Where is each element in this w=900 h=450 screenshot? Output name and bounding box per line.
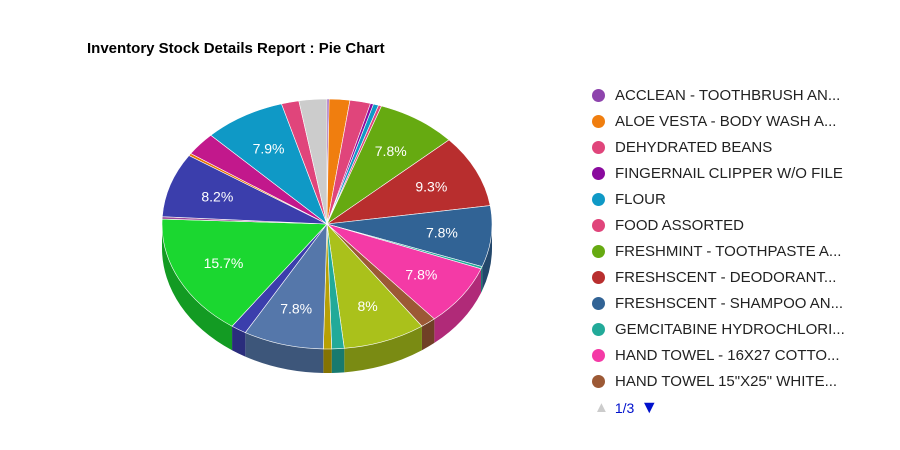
legend-item[interactable]: DEHYDRATED BEANS: [592, 134, 882, 160]
slice-label-6: 7.8%: [375, 143, 407, 159]
legend-swatch-icon: [592, 374, 605, 388]
pie-slice-24[interactable]: [298, 98, 328, 225]
slice-label-17: 15.7%: [204, 255, 244, 271]
legend-label: HAND TOWEL - 16X27 COTTO...: [615, 346, 840, 364]
pie-labels: 7.8% 9.3% 7.8% 7.8% 8% 7.8% 15.7% 8.2% 7.9%: [201, 141, 458, 317]
pie-slice-side-15: [245, 332, 324, 373]
legend-label: ACCLEAN - TOOTHBRUSH AN...: [615, 86, 841, 104]
pager-text: 1/3: [614, 399, 635, 416]
legend-swatch-icon: [592, 114, 605, 128]
pie-slice-19[interactable]: [161, 155, 328, 225]
legend-label: GEMCITABINE HYDROCHLORI...: [615, 320, 845, 338]
legend-label: FOOD ASSORTED: [615, 216, 744, 234]
legend-swatch-icon: [592, 244, 605, 258]
legend: ACCLEAN - TOOTHBRUSH AN... ALOE VESTA - B…: [592, 82, 882, 394]
legend-label: FRESHSCENT - DEODORANT...: [615, 268, 837, 286]
slice-label-15: 7.8%: [280, 300, 312, 316]
legend-item[interactable]: FOOD ASSORTED: [592, 212, 882, 238]
slice-label-19: 8.2%: [201, 189, 233, 205]
slice-label-8: 7.8%: [426, 225, 458, 241]
legend-swatch-icon: [592, 88, 605, 102]
slice-label-12: 8%: [357, 298, 377, 314]
pie-tops: [161, 98, 493, 350]
legend-item[interactable]: FRESHSCENT - DEODORANT...: [592, 264, 882, 290]
pager-next-icon[interactable]: ▼: [640, 397, 659, 417]
legend-swatch-icon: [592, 296, 605, 310]
pie-slice-side-12: [344, 326, 422, 373]
pie-slice-side-11: [421, 318, 435, 351]
legend-item[interactable]: ACCLEAN - TOOTHBRUSH AN...: [592, 82, 882, 108]
pie-slice-side-8: [482, 224, 492, 291]
legend-swatch-icon: [592, 166, 605, 180]
legend-label: ALOE VESTA - BODY WASH A...: [615, 112, 837, 130]
pie-slice-side-17: [162, 224, 233, 351]
legend-swatch-icon: [592, 218, 605, 232]
chart-title: Inventory Stock Details Report : Pie Cha…: [87, 40, 385, 57]
slice-label-22: 7.9%: [253, 141, 285, 157]
pie-slice-17[interactable]: [161, 218, 328, 327]
legend-item[interactable]: FRESHSCENT - SHAMPOO AN...: [592, 290, 882, 316]
legend-swatch-icon: [592, 270, 605, 284]
legend-item[interactable]: FRESHMINT - TOOTHPASTE A...: [592, 238, 882, 264]
legend-swatch-icon: [592, 348, 605, 362]
legend-item[interactable]: FLOUR: [592, 186, 882, 212]
legend-pager: ▲ 1/3 ▼: [594, 397, 658, 418]
legend-label: DEHYDRATED BEANS: [615, 138, 773, 156]
pie-slice-side-14: [323, 348, 332, 373]
legend-item[interactable]: ALOE VESTA - BODY WASH A...: [592, 108, 882, 134]
legend-label: HAND TOWEL 15"X25" WHITE...: [615, 372, 838, 390]
legend-label: FRESHMINT - TOOTHPASTE A...: [615, 242, 842, 260]
legend-item[interactable]: FINGERNAIL CLIPPER W/O FILE: [592, 160, 882, 186]
pie-slice-7[interactable]: [326, 139, 491, 225]
legend-item[interactable]: HAND TOWEL - 16X27 COTTO...: [592, 342, 882, 368]
pager-prev-icon[interactable]: ▲: [594, 399, 609, 416]
legend-label: FRESHSCENT - SHAMPOO AN...: [615, 294, 844, 312]
legend-swatch-icon: [592, 140, 605, 154]
legend-swatch-icon: [592, 192, 605, 206]
slice-label-10: 7.8%: [405, 266, 437, 282]
legend-label: FINGERNAIL CLIPPER W/O FILE: [615, 164, 843, 182]
legend-item[interactable]: GEMCITABINE HYDROCHLORI...: [592, 316, 882, 342]
legend-swatch-icon: [592, 322, 605, 336]
legend-item[interactable]: HAND TOWEL 15"X25" WHITE...: [592, 368, 882, 394]
pie-slice-side-9: [481, 266, 483, 293]
slice-label-7: 9.3%: [415, 178, 447, 194]
pie-slice-side-13: [331, 348, 345, 373]
pie-slice-side-16: [232, 326, 246, 357]
legend-label: FLOUR: [615, 190, 666, 208]
